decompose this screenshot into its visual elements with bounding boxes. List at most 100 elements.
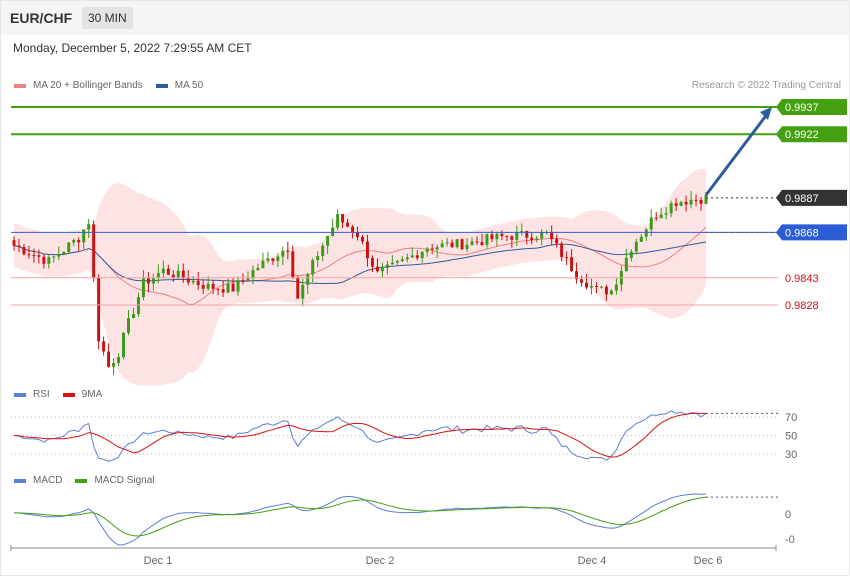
legend-label-ma20: MA 20 + Bollinger Bands <box>33 80 143 91</box>
candle-body <box>614 284 618 291</box>
candle-body <box>97 277 101 342</box>
candle-body <box>57 254 61 257</box>
candle-body <box>156 273 160 278</box>
price-level-label-4: 0.9843 <box>785 273 819 285</box>
macd-legend: MACD MACD Signal <box>14 475 167 486</box>
candle-body <box>336 214 340 228</box>
legend-swatch-macd <box>14 478 26 483</box>
candle-body <box>644 229 648 237</box>
candle-body <box>470 241 474 245</box>
candle-body <box>555 239 559 244</box>
candle-body <box>301 284 305 299</box>
candle-body <box>400 259 404 262</box>
candle-body <box>520 230 524 233</box>
legend-swatch-macd-signal <box>75 478 88 483</box>
candle-body <box>390 262 394 265</box>
candle-body <box>361 237 364 242</box>
ma50-line <box>13 241 707 285</box>
candle-body <box>112 363 116 367</box>
x-tick-label-0: Dec 1 <box>144 555 173 567</box>
rsi-line <box>13 410 707 462</box>
candle-body <box>77 240 81 243</box>
candle-body <box>629 251 633 258</box>
price-level-label-1: 0.9922 <box>785 129 819 141</box>
legend-swatch-9ma <box>62 392 75 397</box>
candle-body <box>460 239 464 250</box>
candle-body <box>480 242 484 245</box>
candle-body <box>385 264 389 268</box>
candle-body <box>575 271 579 280</box>
legend-swatch-ma20 <box>14 83 26 88</box>
candle-body <box>570 257 574 272</box>
candle-body <box>654 217 658 219</box>
candle-body <box>590 285 593 288</box>
candle-body <box>440 243 444 248</box>
price-legend: MA 20 + Bollinger Bands MA 50 <box>14 80 216 91</box>
candle-body <box>151 277 155 284</box>
candle-body <box>201 285 205 289</box>
candle-body <box>261 260 265 268</box>
candle-body <box>435 247 439 250</box>
candle-body <box>505 235 509 237</box>
candle-body <box>47 257 51 264</box>
candle-body <box>17 245 21 248</box>
rsi-9ma-line <box>13 412 707 458</box>
candle-body <box>136 297 140 314</box>
candle-body <box>585 282 589 288</box>
candle-body <box>395 261 399 263</box>
candle-body <box>679 201 683 206</box>
legend-label-macd-signal: MACD Signal <box>94 475 155 486</box>
candle-body <box>490 234 494 240</box>
candle-body <box>37 255 41 257</box>
candle-body <box>117 357 121 364</box>
candle-body <box>346 222 350 227</box>
candle-body <box>445 242 449 244</box>
timeframe-button[interactable]: 30 MIN <box>82 7 133 29</box>
candle-body <box>131 313 135 319</box>
macd-tick-label-1: -0 <box>785 534 795 546</box>
price-level-label-5: 0.9828 <box>785 300 819 312</box>
candle-body <box>171 274 175 278</box>
candle-body <box>251 270 255 279</box>
currency-pair-title: EUR/CHF <box>10 10 73 26</box>
candle-body <box>495 233 499 240</box>
candle-body <box>102 341 106 352</box>
candle-body <box>276 256 280 261</box>
candle-body <box>669 203 673 214</box>
candle-body <box>166 268 170 275</box>
candle-body <box>311 260 315 275</box>
candle-body <box>82 229 86 243</box>
x-tick-label-1: Dec 2 <box>366 555 395 567</box>
candle-body <box>525 230 529 238</box>
candle-body <box>326 236 330 246</box>
macd-tick-label-0: 0 <box>785 509 791 521</box>
price-level-tag-3 <box>776 224 847 241</box>
candle-body <box>331 227 335 237</box>
candle-body <box>12 240 16 246</box>
candle-body <box>450 242 454 248</box>
candle-body <box>141 278 145 298</box>
candle-body <box>674 203 678 206</box>
legend-swatch-ma50 <box>155 83 168 88</box>
candle-body <box>241 280 245 282</box>
candle-body <box>196 280 200 286</box>
price-level-tag-0 <box>776 99 847 115</box>
candle-body <box>535 238 539 241</box>
candle-body <box>530 237 534 241</box>
candle-body <box>599 286 603 288</box>
rsi-legend: RSI 9MA <box>14 389 115 400</box>
legend-label-9ma: 9MA <box>81 389 103 400</box>
legend-label-rsi: RSI <box>33 389 50 400</box>
candle-body <box>604 286 608 295</box>
candle-body <box>689 199 693 205</box>
candle-body <box>211 283 215 289</box>
copyright-notice: Research © 2022 Trading Central <box>691 80 841 91</box>
candle-body <box>649 217 653 230</box>
price-level-label-3: 0.9868 <box>785 227 819 239</box>
candle-body <box>365 241 369 259</box>
rsi-tick-label-0: 70 <box>785 412 797 424</box>
candle-body <box>256 267 260 271</box>
price-level-label-2: 0.9887 <box>785 193 819 205</box>
legend-label-macd: MACD <box>33 475 63 486</box>
candle-body <box>181 270 185 279</box>
